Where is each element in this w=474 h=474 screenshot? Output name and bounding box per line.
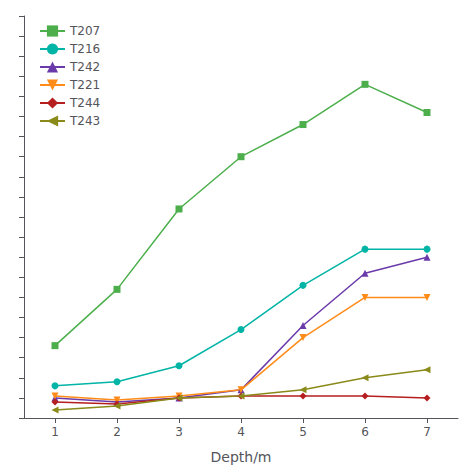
svg-text:2: 2 (113, 425, 121, 439)
svg-text:T243: T243 (69, 114, 100, 128)
svg-text:1: 1 (51, 425, 59, 439)
svg-text:5: 5 (299, 425, 307, 439)
svg-text:T216: T216 (69, 42, 100, 56)
svg-text:4: 4 (237, 425, 245, 439)
svg-text:Depth/m: Depth/m (211, 449, 272, 465)
svg-text:7: 7 (423, 425, 431, 439)
svg-text:6: 6 (361, 425, 369, 439)
svg-text:T244: T244 (69, 96, 100, 110)
svg-text:T207: T207 (69, 24, 100, 38)
svg-text:3: 3 (175, 425, 183, 439)
svg-text:T242: T242 (69, 60, 100, 74)
svg-text:T221: T221 (69, 78, 100, 92)
